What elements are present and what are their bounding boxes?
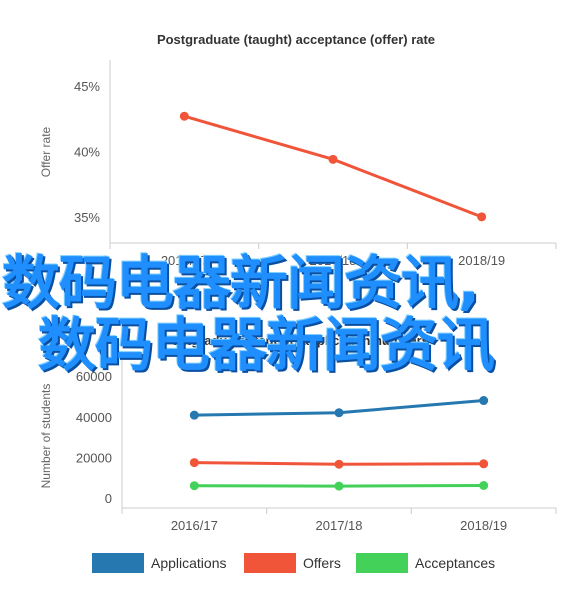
legend-swatch-1[interactable] <box>244 553 296 573</box>
legend-label-0[interactable]: Applications <box>151 555 227 571</box>
chart1-data-point[interactable] <box>477 212 487 222</box>
overlay-headline-1: 数码电器新闻资讯, <box>2 249 480 317</box>
overlay-headline-2: 数码电器新闻资讯 <box>38 311 495 379</box>
chart2-title: Postgraduate (taught) application number… <box>163 333 429 348</box>
chart1-x-tick-label: 2018/19 <box>458 253 505 268</box>
chart2-x-tick-label: 2016/17 <box>171 518 218 533</box>
chart1-data-point[interactable] <box>328 154 338 164</box>
chart2-data-point[interactable] <box>334 481 344 491</box>
legend-label-1[interactable]: Offers <box>303 555 341 571</box>
chart2-y-tick-label: 20000 <box>76 450 112 465</box>
chart1-x-tick-label: 2016/17 <box>161 253 208 268</box>
chart1-y-tick-label: 45% <box>74 79 100 94</box>
chart1-series-line-0 <box>183 114 483 219</box>
chart2-data-point[interactable] <box>334 459 344 469</box>
chart1-data-point[interactable] <box>179 111 189 121</box>
chart2-data-point[interactable] <box>189 410 199 420</box>
chart2-data-point[interactable] <box>479 480 489 490</box>
chart2-x-tick-label: 2018/19 <box>460 518 507 533</box>
chart2-data-point[interactable] <box>334 408 344 418</box>
chart1-title: Postgraduate (taught) acceptance (offer)… <box>157 32 435 47</box>
chart2-ylabel: Number of students <box>39 384 53 489</box>
chart2-y-tick-label: 40000 <box>76 410 112 425</box>
legend-swatch-2[interactable] <box>356 553 408 573</box>
chart1-ylabel: Offer rate <box>39 126 53 177</box>
chart1-y-tick-label: 40% <box>74 145 100 160</box>
legend-swatch-0[interactable] <box>92 553 144 573</box>
chart2-data-point[interactable] <box>479 396 489 406</box>
chart1-x-tick-label: 2017/18 <box>310 253 357 268</box>
chart2-x-tick-label: 2017/18 <box>316 518 363 533</box>
legend-label-2[interactable]: Acceptances <box>415 555 495 571</box>
chart2-y-tick-label: 60000 <box>76 369 112 384</box>
chart1-y-tick-label: 35% <box>74 210 100 225</box>
chart2-y-tick-label: 0 <box>105 491 112 506</box>
chart2-data-point[interactable] <box>479 459 489 469</box>
chart2-data-point[interactable] <box>189 458 199 468</box>
chart2-data-point[interactable] <box>189 481 199 491</box>
